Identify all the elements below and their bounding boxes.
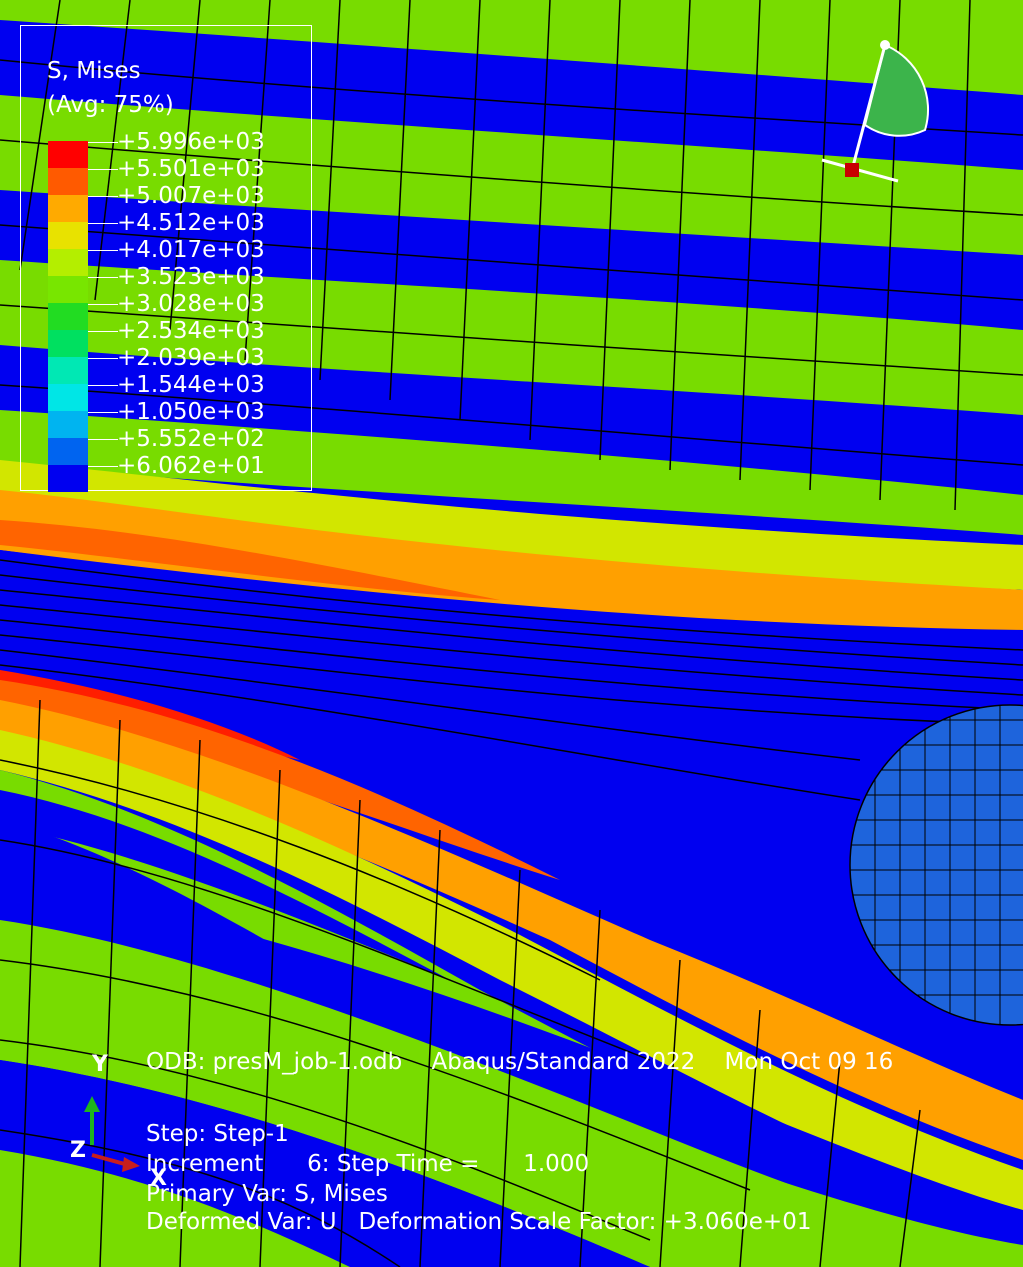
axis-z-label: Z: [70, 1138, 86, 1163]
legend-swatch: [48, 438, 88, 465]
legend-level-label: +5.007e+03: [117, 183, 265, 209]
legend-swatch: [48, 276, 88, 303]
legend-level-label: +5.501e+03: [117, 156, 265, 182]
legend-level-label: +2.534e+03: [117, 318, 265, 344]
legend-level-label: +6.062e+01: [117, 453, 265, 479]
legend-swatch: [48, 384, 88, 411]
legend-title: S, Mises: [47, 58, 141, 84]
legend-swatch: [48, 465, 88, 492]
legend-level-label: +5.552e+02: [117, 426, 265, 452]
legend-tick: [88, 169, 118, 170]
legend-tick: [88, 142, 118, 143]
legend-swatch: [48, 249, 88, 276]
legend-level-label: +1.544e+03: [117, 372, 265, 398]
legend-tick: [88, 223, 118, 224]
axis-y-label: Y: [92, 1052, 108, 1077]
legend-tick: [88, 412, 118, 413]
step-label: Step: Step-1: [146, 1120, 289, 1148]
legend-tick: [88, 250, 118, 251]
contour-legend: S, Mises (Avg: 75%) +5.996e+03 +5.501e+03…: [20, 25, 312, 491]
legend-swatch: [48, 168, 88, 195]
legend-tick: [88, 196, 118, 197]
legend-swatch: [48, 222, 88, 249]
legend-level-label: +2.039e+03: [117, 345, 265, 371]
legend-level-label: +3.028e+03: [117, 291, 265, 317]
legend-swatch: [48, 303, 88, 330]
legend-level-label: +5.996e+03: [117, 129, 265, 155]
legend-swatch: [48, 195, 88, 222]
deformed-var-label: Deformed Var: U Deformation Scale Factor…: [146, 1208, 811, 1236]
legend-tick: [88, 385, 118, 386]
legend-tick: [88, 439, 118, 440]
legend-swatch: [48, 330, 88, 357]
increment-label: Increment 6: Step Time = 1.000: [146, 1150, 589, 1178]
legend-level-label: +4.017e+03: [117, 237, 265, 263]
odb-info-line: ODB: presM_job-1.odb Abaqus/Standard 202…: [146, 1048, 893, 1076]
primary-var-label: Primary Var: S, Mises: [146, 1180, 388, 1208]
legend-tick: [88, 466, 118, 467]
legend-swatch: [48, 411, 88, 438]
legend-tick: [88, 331, 118, 332]
legend-level-label: +4.512e+03: [117, 210, 265, 236]
legend-level-label: +1.050e+03: [117, 399, 265, 425]
legend-subtitle: (Avg: 75%): [47, 92, 174, 118]
legend-tick: [88, 277, 118, 278]
legend-swatch: [48, 357, 88, 384]
legend-tick: [88, 358, 118, 359]
legend-level-label: +3.523e+03: [117, 264, 265, 290]
legend-swatch: [48, 141, 88, 168]
legend-tick: [88, 304, 118, 305]
